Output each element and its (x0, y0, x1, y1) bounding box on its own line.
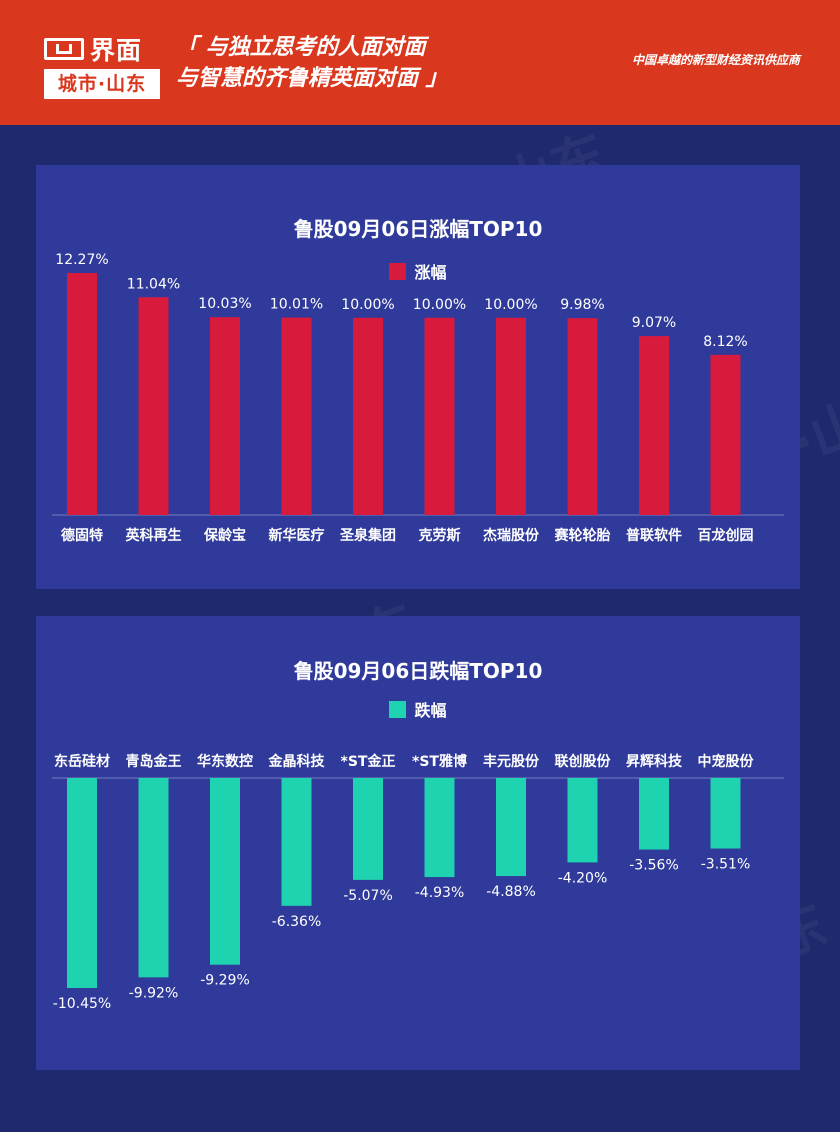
legend-swatch (389, 700, 407, 718)
bar (424, 778, 455, 878)
bar (210, 317, 240, 515)
category-label: 赛轮轮胎 (554, 527, 611, 544)
bar (424, 317, 455, 515)
data-label: 9.07% (632, 315, 676, 331)
bar (567, 318, 598, 515)
category-label: 青岛金王 (126, 753, 182, 770)
logo-city: 城市·山东 (44, 69, 160, 99)
bar (138, 297, 169, 515)
bar (567, 778, 598, 863)
category-label: 新华医疗 (269, 527, 325, 544)
slogan-line-1: 「 与独立思考的人面对面 (176, 35, 426, 60)
gainers-chart: 12.27% 德固特 11.04% 英科再生 10.03% 保龄宝 10.01% 新华医疗 10… (52, 252, 784, 544)
bar (138, 778, 169, 978)
bar (281, 778, 312, 906)
slogan-line-2: 与智慧的齐鲁精英面对面 」 (176, 66, 448, 91)
bar (67, 778, 97, 988)
data-label: -9.92% (129, 985, 179, 1001)
category-label: 杰瑞股份 (483, 527, 540, 544)
slogan: 「 与独立思考的人面对面 与智慧的齐鲁精英面对面 」 (176, 32, 448, 94)
chart-title: 鲁股09月06日涨幅TOP10 (293, 217, 543, 241)
bar (210, 778, 240, 965)
category-label: 昇辉科技 (626, 753, 683, 770)
category-label: 东岳硅材 (54, 753, 110, 770)
category-label: 丰元股份 (483, 753, 540, 770)
data-label: 12.27% (55, 252, 108, 268)
data-label: -5.07% (343, 888, 393, 904)
data-label: -4.93% (415, 885, 465, 901)
category-label: 德固特 (61, 527, 103, 544)
category-label: 联创股份 (555, 753, 612, 770)
data-label: 10.00% (341, 297, 394, 313)
data-label: 9.98% (560, 297, 604, 313)
bar (710, 354, 741, 515)
bar (496, 317, 526, 515)
data-label: 10.00% (413, 297, 466, 313)
category-label: 华东数控 (197, 753, 253, 770)
losers-chart-panel: 鲁股09月06日跌幅TOP10 跌幅 -10.45% 东岳硅材 -9.92% 青岛金王… (36, 616, 800, 1070)
category-label: 百龙创园 (698, 527, 754, 544)
category-label: 金晶科技 (268, 753, 326, 770)
data-label: -6.36% (272, 914, 322, 930)
chart-legend: 跌幅 (36, 697, 800, 721)
category-label: 中宠股份 (698, 753, 755, 770)
legend-label: 跌幅 (414, 701, 447, 720)
bar (353, 778, 383, 880)
bar (710, 778, 741, 849)
gainers-chart-panel: 鲁股09月06日涨幅TOP10 涨幅 12.27% 德固特 11.04% 英科再生 10… (36, 165, 800, 589)
bar (353, 317, 383, 515)
bar (67, 273, 97, 515)
data-label: -3.56% (629, 858, 679, 874)
data-label: 10.01% (270, 297, 323, 313)
bar (281, 317, 312, 515)
data-label: -9.29% (200, 973, 250, 989)
chart-title: 鲁股09月06日跌幅TOP10 (293, 659, 543, 683)
legend-swatch (389, 262, 407, 280)
data-label: -10.45% (53, 996, 111, 1012)
data-label: -4.88% (486, 884, 536, 900)
data-label: 10.03% (198, 296, 251, 312)
data-label: 11.04% (127, 276, 180, 292)
data-label: -3.51% (701, 857, 751, 873)
bar (639, 778, 669, 850)
data-label: 8.12% (703, 334, 747, 350)
tagline: 中国卓越的新型财经资讯供应商 (631, 53, 800, 67)
legend-label: 涨幅 (414, 263, 447, 282)
data-label: -4.20% (558, 870, 608, 886)
category-label: 普联软件 (626, 527, 682, 544)
chart-legend: 涨幅 (36, 259, 800, 283)
logo-mark-icon (44, 38, 84, 60)
losers-chart: -10.45% 东岳硅材 -9.92% 青岛金王 -9.29% 华东数控 -6.36% 金晶科… (52, 753, 784, 1012)
bar (639, 336, 669, 515)
header-banner: 界面 城市·山东 「 与独立思考的人面对面 与智慧的齐鲁精英面对面 」 中国卓越… (0, 0, 840, 125)
category-label: *ST雅博 (412, 753, 467, 770)
category-label: *ST金正 (341, 753, 396, 770)
logo-name: 界面 (90, 36, 143, 65)
category-label: 保龄宝 (203, 527, 246, 544)
category-label: 英科再生 (125, 527, 182, 544)
category-label: 圣泉集团 (339, 527, 396, 544)
bar (496, 778, 526, 877)
logo: 界面 城市·山东 (44, 33, 160, 99)
data-label: 10.00% (484, 297, 537, 313)
category-label: 克劳斯 (419, 527, 461, 544)
